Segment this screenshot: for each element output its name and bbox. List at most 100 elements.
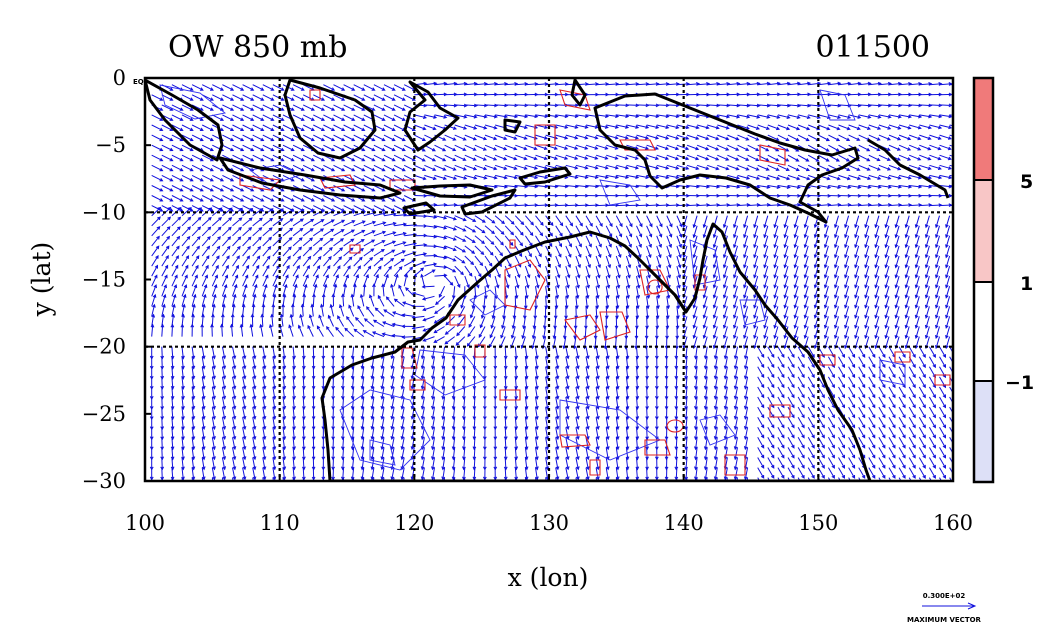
wind-vector — [848, 416, 856, 429]
wind-vector — [252, 467, 257, 481]
wind-vector — [616, 124, 630, 129]
wind-vector — [874, 255, 880, 269]
wind-vector — [928, 477, 932, 481]
wind-vector — [393, 258, 405, 267]
wind-vector — [636, 134, 650, 140]
wind-vector — [211, 274, 218, 287]
wind-vector — [414, 154, 426, 162]
wind-vector — [733, 417, 738, 431]
wind-vector — [605, 467, 610, 481]
wind-vector — [878, 164, 892, 171]
wind-vector — [777, 185, 791, 189]
wind-vector — [834, 255, 839, 269]
wind-vector — [797, 396, 805, 409]
wind-vector — [494, 174, 508, 180]
wind-vector — [894, 235, 900, 249]
wind-vector — [401, 335, 415, 340]
wind-vector — [767, 437, 775, 449]
wind-vector — [535, 457, 539, 471]
wind-vector — [222, 114, 235, 121]
wind-vector — [773, 225, 779, 239]
wind-vector — [373, 240, 386, 247]
wind-vector — [945, 296, 951, 309]
wind-vector — [868, 124, 882, 130]
wind-vector — [844, 316, 850, 329]
wind-vector — [575, 245, 582, 258]
wind-vector — [302, 195, 315, 202]
wind-vector — [565, 366, 570, 380]
wind-vector — [666, 245, 672, 259]
wind-vector — [181, 185, 194, 192]
wind-vector — [410, 427, 415, 441]
wind-vector — [908, 396, 916, 409]
wind-vector — [494, 275, 500, 289]
wind-vector — [939, 174, 953, 180]
wind-vector — [595, 376, 600, 390]
wind-vector — [221, 366, 227, 380]
wind-vector — [757, 185, 771, 189]
wind-vector — [171, 255, 179, 267]
wind-vector — [555, 225, 563, 237]
wind-vector — [625, 275, 631, 289]
wind-vector — [868, 457, 876, 469]
wind-vector — [454, 124, 468, 130]
colorbar-tick-1: 1 — [1020, 273, 1033, 295]
wind-vector — [333, 219, 346, 227]
wind-vector — [272, 134, 285, 142]
wind-vector — [692, 225, 698, 239]
wind-vector — [464, 134, 477, 141]
wind-vector — [848, 134, 861, 141]
wind-vector — [646, 134, 660, 140]
wind-vector — [696, 154, 710, 161]
wind-vector — [722, 316, 728, 329]
wind-vector — [312, 237, 324, 247]
wind-vector — [370, 427, 375, 441]
wind-vector — [898, 477, 902, 481]
wind-vector — [151, 313, 156, 327]
wind-vector — [606, 174, 620, 179]
wind-vector — [767, 376, 775, 389]
wind-vector — [383, 124, 396, 131]
wind-vector — [676, 144, 690, 151]
wind-vector — [763, 215, 769, 229]
wind-vector — [616, 154, 629, 160]
wind-vector — [232, 154, 245, 162]
wind-vector — [292, 274, 299, 287]
wind-vector — [318, 314, 324, 327]
wind-vector — [161, 94, 174, 101]
wind-vector — [605, 386, 610, 400]
wind-vector — [595, 366, 600, 380]
wind-vector — [692, 255, 698, 269]
wind-vector — [242, 94, 255, 101]
wind-vector — [302, 104, 315, 111]
wind-vector — [514, 235, 524, 247]
wind-vector — [818, 164, 831, 172]
wind-vector — [909, 144, 922, 151]
wind-vector — [272, 417, 277, 431]
wind-vector — [646, 255, 652, 269]
wind-vector — [878, 124, 892, 130]
wind-vector — [424, 174, 437, 181]
wind-vector — [222, 134, 235, 142]
wind-vector — [504, 225, 515, 236]
wind-vector — [323, 255, 332, 267]
wind-vector — [181, 104, 194, 111]
wind-vector — [713, 467, 718, 481]
wind-vector — [868, 467, 876, 479]
wind-vector — [555, 407, 560, 420]
wind-vector — [713, 407, 718, 420]
wind-vector — [535, 417, 539, 431]
wind-vector — [793, 215, 799, 229]
wind-vector — [191, 164, 204, 172]
wind-vector — [282, 274, 289, 287]
wind-vector — [864, 286, 870, 299]
wind-vector — [723, 437, 728, 451]
wind-vector — [232, 164, 245, 172]
wind-vector — [713, 346, 718, 360]
wind-vector — [854, 215, 860, 229]
wind-vector — [514, 255, 522, 268]
wind-vector — [692, 235, 698, 249]
wind-vector — [874, 286, 880, 299]
wind-vector — [535, 174, 549, 180]
wind-vector — [484, 174, 498, 180]
